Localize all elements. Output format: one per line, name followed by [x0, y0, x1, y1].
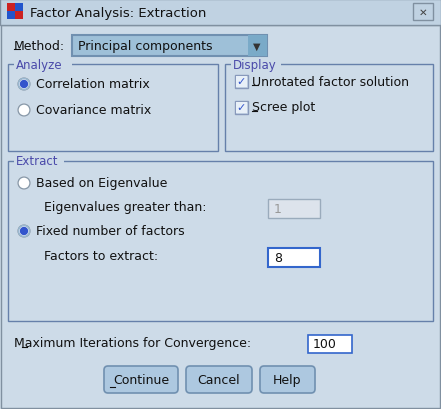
Text: Unrotated factor solution: Unrotated factor solution [252, 75, 409, 88]
Circle shape [20, 228, 27, 235]
Text: Scree plot: Scree plot [252, 101, 315, 114]
Circle shape [18, 79, 30, 91]
Bar [236, 77, 247, 88]
Bar [7, 12, 15, 20]
Circle shape [18, 105, 30, 117]
Bar [15, 4, 23, 12]
Text: 100: 100 [313, 338, 337, 351]
Bar [225, 65, 433, 152]
Text: 8: 8 [274, 252, 282, 264]
Text: Extract: Extract [16, 155, 59, 168]
Bar [308, 335, 352, 353]
Text: Maximum Iterations for Convergence:: Maximum Iterations for Convergence: [14, 337, 251, 350]
Text: ✓: ✓ [237, 103, 246, 113]
Text: ▼: ▼ [253, 41, 261, 52]
Text: ✓: ✓ [237, 77, 246, 87]
Bar [231, 62, 281, 69]
Text: Covariance matrix: Covariance matrix [36, 104, 151, 117]
Text: ✕: ✕ [419, 7, 427, 18]
Text: Correlation matrix: Correlation matrix [36, 78, 150, 91]
Bar [72, 36, 267, 57]
Bar [15, 12, 23, 20]
Bar [14, 62, 72, 69]
Bar [0, 0, 441, 26]
Bar [248, 36, 267, 57]
FancyBboxPatch shape [260, 366, 315, 393]
Text: Analyze: Analyze [16, 58, 63, 71]
Bar [236, 103, 247, 114]
Text: Principal components: Principal components [78, 40, 213, 53]
Text: Factors to extract:: Factors to extract: [44, 250, 158, 263]
Bar [8, 65, 218, 152]
Bar [268, 200, 320, 218]
Text: Display: Display [233, 58, 277, 71]
Bar [8, 162, 433, 321]
Bar [235, 102, 248, 115]
Bar [235, 76, 248, 89]
Text: Fixed number of factors: Fixed number of factors [36, 225, 185, 238]
Bar [268, 248, 320, 267]
Circle shape [18, 225, 30, 237]
Bar [413, 4, 433, 21]
FancyBboxPatch shape [186, 366, 252, 393]
Text: Factor Analysis: Extraction: Factor Analysis: Extraction [30, 7, 206, 20]
Bar [14, 159, 64, 166]
Circle shape [20, 81, 27, 88]
Text: Cancel: Cancel [198, 373, 240, 386]
Text: Help: Help [273, 373, 302, 386]
Circle shape [18, 178, 30, 189]
Text: Eigenvalues greater than:: Eigenvalues greater than: [44, 201, 206, 214]
Text: Based on Eigenvalue: Based on Eigenvalue [36, 177, 168, 190]
Bar [7, 4, 15, 12]
Text: Method:: Method: [14, 39, 65, 52]
Text: 1: 1 [274, 202, 282, 216]
FancyBboxPatch shape [104, 366, 178, 393]
Text: Continue: Continue [113, 373, 169, 386]
